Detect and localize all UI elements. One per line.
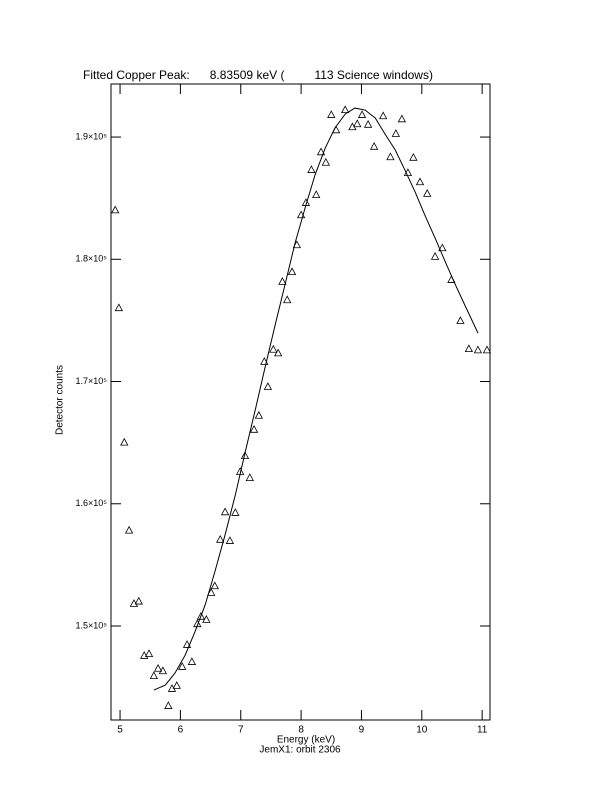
data-point (397, 114, 407, 123)
y-tick-label: 1.9×10⁵ (75, 131, 107, 141)
y-tick-label: 1.7×10⁵ (75, 376, 107, 386)
data-point (473, 345, 483, 354)
data-point (307, 165, 316, 173)
data-point (153, 663, 163, 672)
data-point (379, 111, 388, 120)
data-point (363, 119, 373, 128)
data-point (111, 205, 120, 214)
data-point (245, 473, 254, 481)
data-point (182, 640, 192, 648)
data-point (321, 157, 331, 166)
x-tick-label: 5 (117, 725, 123, 736)
x-tick-label: 6 (178, 725, 184, 736)
chart-title: Fitted Copper Peak: 8.83509 keV ( 113 Sc… (83, 68, 433, 82)
data-point (316, 147, 326, 156)
data-point (254, 410, 264, 419)
data-point (178, 662, 187, 670)
data-point (340, 105, 350, 114)
data-point (231, 508, 240, 516)
data-point (278, 277, 287, 285)
data-point (172, 681, 181, 689)
y-axis-label: Detector counts (55, 365, 66, 435)
plot-frame (110, 83, 491, 721)
data-point (327, 110, 336, 118)
y-tick-label: 1.5×10⁵ (75, 620, 107, 630)
x-tick-label: 11 (477, 725, 488, 736)
data-point (124, 525, 134, 534)
data-point (409, 152, 418, 161)
x-tick-label: 9 (359, 725, 365, 736)
data-point (464, 344, 474, 353)
data-point (187, 657, 197, 665)
data-point (386, 152, 395, 161)
data-point (287, 267, 297, 276)
subtitle: JemX1: orbit 2306 (259, 745, 341, 756)
data-point (164, 701, 173, 709)
data-point (438, 243, 447, 252)
data-point (269, 344, 278, 353)
data-point (210, 581, 219, 590)
x-tick-label: 10 (416, 725, 428, 736)
data-point (357, 110, 367, 118)
data-point (129, 599, 139, 607)
data-point (482, 345, 492, 354)
data-point (225, 536, 235, 544)
data-point (283, 295, 292, 304)
data-point (134, 596, 143, 605)
data-point (149, 671, 159, 680)
data-point (423, 189, 432, 197)
data-point (249, 424, 259, 433)
data-point (207, 588, 216, 596)
data-point (114, 303, 124, 312)
fit-line (153, 107, 479, 691)
data-point (312, 190, 321, 199)
data-point (144, 649, 154, 658)
x-tick-label: 7 (238, 725, 244, 736)
data-point (430, 251, 440, 260)
x-axis-label: Energy (keV) (277, 735, 335, 746)
data-point (196, 611, 206, 620)
data-point (240, 451, 250, 459)
data-point (456, 316, 465, 324)
data-point (391, 129, 401, 137)
data-point (216, 534, 225, 543)
data-point (202, 615, 211, 623)
data-point (353, 119, 362, 128)
x-tick-label: 8 (298, 725, 304, 736)
data-point (263, 382, 273, 390)
data-point (415, 177, 425, 186)
data-point (120, 437, 129, 446)
data-point (274, 348, 283, 357)
y-tick-label: 1.8×10⁵ (75, 254, 107, 264)
y-tick-label: 1.6×10⁵ (75, 498, 107, 508)
data-point (158, 666, 168, 675)
data-point (369, 141, 379, 150)
data-point (220, 507, 230, 516)
